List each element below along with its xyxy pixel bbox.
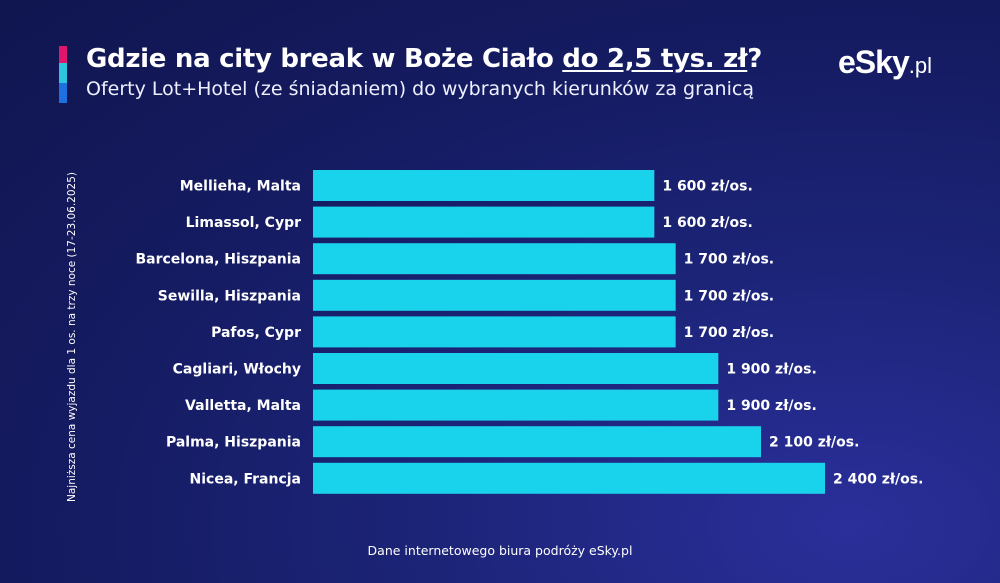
value-label: 1 700 zł/os. [684,288,774,304]
value-label: 1 700 zł/os. [684,252,774,268]
logo-brand: eSky [838,44,910,80]
value-label: 2 400 zł/os. [833,471,923,487]
logo-domain: .pl [908,53,932,78]
bar [313,279,676,311]
title-end: ? [747,44,763,74]
bar [313,389,719,421]
category-label: Palma, Hiszpania [166,435,301,451]
title-highlight: do 2,5 tys. zł [562,44,748,74]
category-label: Valletta, Malta [185,398,301,414]
bar [313,462,825,494]
bar [313,316,676,348]
value-label: 2 100 zł/os. [769,435,859,451]
category-label: Nicea, Francja [190,471,301,487]
value-label: 1 900 zł/os. [726,362,816,378]
accent-bar-pink [59,46,67,63]
bar [313,353,719,384]
accent-bar-cyan [59,63,67,83]
bar [313,426,761,458]
category-label: Barcelona, Hiszpania [135,252,301,268]
category-label: Cagliari, Włochy [173,362,301,378]
bar [313,170,655,201]
bar [313,206,655,238]
category-label: Pafos, Cypr [211,325,301,341]
category-label: Limassol, Cypr [186,215,301,231]
title-main: Gdzie na city break w Boże Ciało [86,44,563,74]
value-label: 1 900 zł/os. [726,398,816,414]
chart-subtitle: Oferty Lot+Hotel (ze śniadaniem) do wybr… [86,78,754,100]
accent-bar-blue [59,83,67,103]
esky-logo: eSky.pl [838,44,932,81]
value-label: 1 600 zł/os. [662,179,752,195]
value-label: 1 700 zł/os. [684,325,774,341]
source-footnote: Dane internetowego biura podróży eSky.pl [367,543,633,558]
value-label: 1 600 zł/os. [662,215,752,231]
category-label: Mellieha, Malta [180,179,301,195]
chart-title: Gdzie na city break w Boże Ciało do 2,5 … [86,44,762,74]
bar [313,243,676,275]
category-label: Sewilla, Hiszpania [158,288,301,304]
